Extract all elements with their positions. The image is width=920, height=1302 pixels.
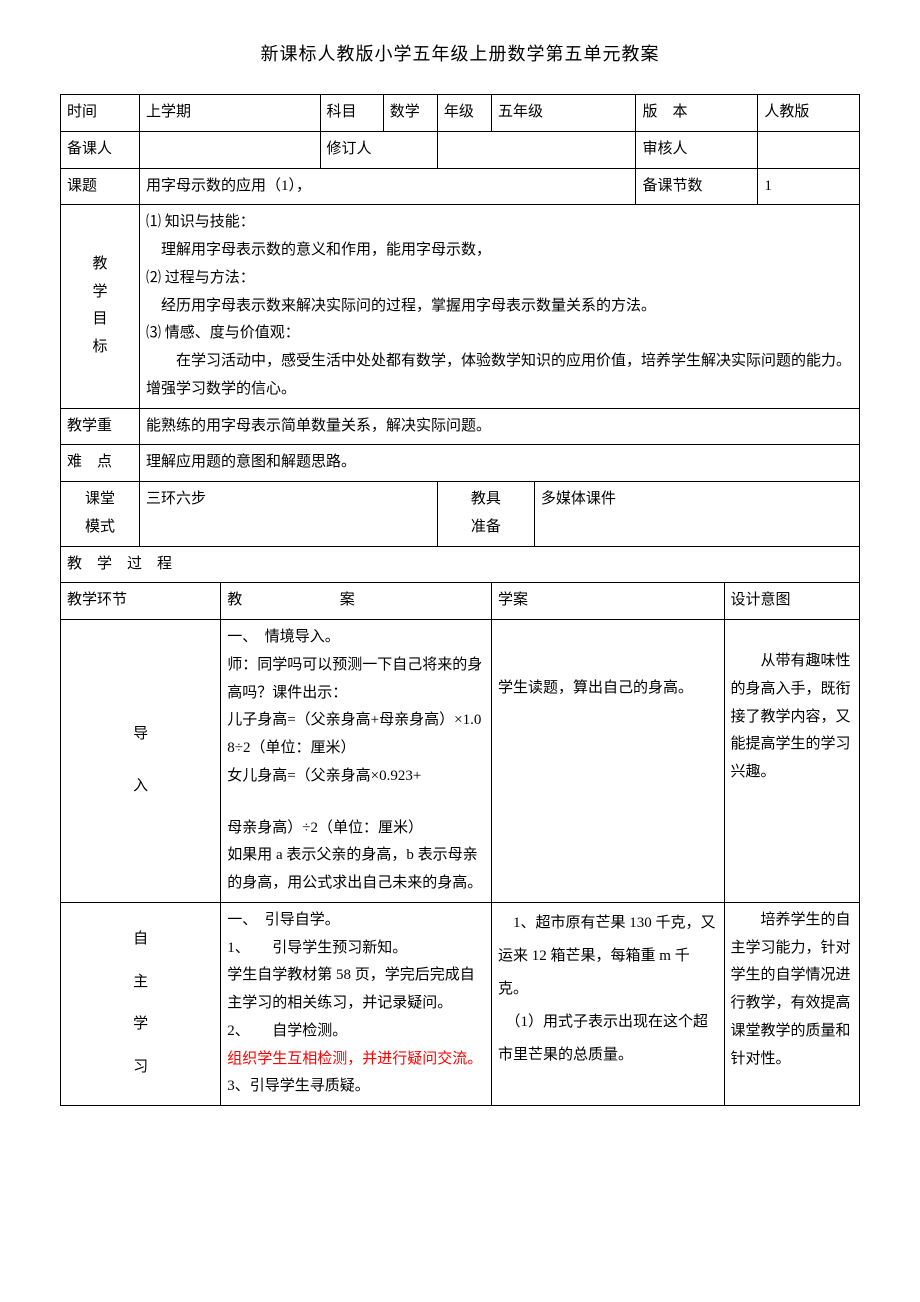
label-edition: 版 本	[636, 95, 758, 132]
intro-jiaoan-p5: 母亲身高）÷2（单位：厘米）	[227, 815, 485, 843]
col-xuean: 学案	[492, 583, 724, 620]
intro-char-2: 入	[67, 773, 214, 801]
self-design: 培养学生的自主学习能力，针对学生的自学情况进行教学，有效提高课堂教学的质量和针对…	[724, 902, 860, 1105]
intro-jiaoan-gap	[227, 791, 485, 815]
self-row: 自 主 学 习 一、 引导自学。 1、 引导学生预习新知。 学生自学教材第 58…	[61, 902, 860, 1105]
col-jiaoan: 教 案	[221, 583, 492, 620]
intro-design: 从带有趣味性的身高入手，既衔接了教学内容，又能提高学生的学习兴趣。	[724, 620, 860, 903]
label-difficulty: 难 点	[61, 445, 140, 482]
process-header: 教 学 过 程	[61, 546, 860, 583]
intro-jiaoan-p6: 如果用 a 表示父亲的身高，b 表示母亲的身高，用公式求出自己未来的身高。	[227, 842, 485, 898]
mode-char-1: 课堂	[67, 486, 133, 514]
goals-char-3: 目	[67, 306, 133, 334]
intro-jiaoan: 一、 情境导入。 师：同学吗可以预测一下自己将来的身高吗？课件出示： 儿子身高=…	[221, 620, 492, 903]
difficulty-content: 理解应用题的意图和解题思路。	[139, 445, 859, 482]
value-grade: 五年级	[492, 95, 636, 132]
value-preparer	[139, 131, 320, 168]
mode-char-2: 模式	[67, 514, 133, 542]
self-design-text: 培养学生的自主学习能力，针对学生的自学情况进行教学，有效提高课堂教学的质量和针对…	[731, 907, 854, 1074]
label-preparer: 备课人	[61, 131, 140, 168]
intro-char-1: 导	[67, 721, 214, 749]
header-row-2: 备课人 修订人 审核人	[61, 131, 860, 168]
intro-row: 导 入 一、 情境导入。 师：同学吗可以预测一下自己将来的身高吗？课件出示： 儿…	[61, 620, 860, 903]
value-subject: 数学	[383, 95, 437, 132]
intro-jiaoan-p2: 师：同学吗可以预测一下自己将来的身高吗？课件出示：	[227, 652, 485, 708]
self-jiaoan-p1: 一、 引导自学。	[227, 907, 485, 935]
self-jiaoan-p2: 1、 引导学生预习新知。	[227, 935, 485, 963]
label-intro: 导 入	[61, 620, 221, 903]
self-xuean-p2: （1）用式子表示出现在这个超市里芒果的总质量。	[498, 1006, 717, 1072]
intro-xuean-text: 学生读题，算出自己的身高。	[498, 675, 717, 703]
intro-xuean-gap	[498, 624, 717, 675]
self-jiaoan-p6: 3、引导学生寻质疑。	[227, 1073, 485, 1101]
goals-p6: 在学习活动中，感受生活中处处都有数学，体验数学知识的应用价值，培养学生解决实际问…	[146, 348, 853, 404]
lesson-plan-table: 时间 上学期 科目 数学 年级 五年级 版 本 人教版 备课人 修订人 审核人 …	[60, 94, 860, 1106]
mode-row: 课堂 模式 三环六步 教具 准备 多媒体课件	[61, 482, 860, 547]
label-time: 时间	[61, 95, 140, 132]
label-subject: 科目	[320, 95, 383, 132]
self-char-3: 学	[67, 1011, 214, 1039]
label-topic: 课题	[61, 168, 140, 205]
value-reviser	[437, 131, 636, 168]
label-mode: 课堂 模式	[61, 482, 140, 547]
goals-p1: ⑴ 知识与技能：	[146, 209, 853, 237]
col-design: 设计意图	[724, 583, 860, 620]
intro-design-text: 从带有趣味性的身高入手，既衔接了教学内容，又能提高学生的学习兴趣。	[731, 648, 854, 787]
label-reviser: 修订人	[320, 131, 437, 168]
goals-p3: ⑵ 过程与方法：	[146, 265, 853, 293]
label-goals: 教 学 目 标	[61, 205, 140, 408]
goals-p2: 理解用字母表示数的意义和作用，能用字母示数，	[146, 237, 853, 265]
self-xuean: 1、超市原有芒果 130 千克，又运来 12 箱芒果，每箱重 m 千克。 （1）…	[492, 902, 724, 1105]
tool-char-2: 准备	[444, 514, 528, 542]
tool-char-1: 教具	[444, 486, 528, 514]
self-char-2: 主	[67, 969, 214, 997]
self-char-4: 习	[67, 1054, 214, 1082]
difficulty-row: 难 点 理解应用题的意图和解题思路。	[61, 445, 860, 482]
intro-spacer	[67, 749, 214, 773]
value-lesson-count: 1	[758, 168, 860, 205]
label-tool: 教具 准备	[437, 482, 534, 547]
header-row-1: 时间 上学期 科目 数学 年级 五年级 版 本 人教版	[61, 95, 860, 132]
goals-char-2: 学	[67, 279, 133, 307]
label-keypoint: 教学重	[61, 408, 140, 445]
self-spacer-3	[67, 1039, 214, 1054]
mode-value: 三环六步	[139, 482, 437, 547]
keypoint-row: 教学重 能熟练的用字母表示简单数量关系，解决实际问题。	[61, 408, 860, 445]
value-approver	[758, 131, 860, 168]
goals-content: ⑴ 知识与技能： 理解用字母表示数的意义和作用，能用字母示数， ⑵ 过程与方法：…	[139, 205, 859, 408]
header-row-3: 课题 用字母示数的应用（1）， 备课节数 1	[61, 168, 860, 205]
self-xuean-p1: 1、超市原有芒果 130 千克，又运来 12 箱芒果，每箱重 m 千克。	[498, 907, 717, 1006]
label-approver: 审核人	[636, 131, 758, 168]
intro-jiaoan-p4: 女儿身高=（父亲身高×0.923+	[227, 763, 485, 791]
page-title: 新课标人教版小学五年级上册数学第五单元教案	[60, 40, 860, 66]
columns-row: 教学环节 教 案 学案 设计意图	[61, 583, 860, 620]
label-grade: 年级	[437, 95, 491, 132]
intro-xuean: 学生读题，算出自己的身高。	[492, 620, 724, 903]
goals-char-4: 标	[67, 334, 133, 362]
label-lesson-count: 备课节数	[636, 168, 758, 205]
goals-p5: ⑶ 情感、度与价值观：	[146, 320, 853, 348]
tool-value: 多媒体课件	[534, 482, 859, 547]
self-jiaoan-p3: 学生自学教材第 58 页，学完后完成自主学习的相关练习，并记录疑问。	[227, 962, 485, 1018]
self-jiaoan-p4: 2、 自学检测。	[227, 1018, 485, 1046]
col-stage: 教学环节	[61, 583, 221, 620]
goals-char-1: 教	[67, 251, 133, 279]
goals-row: 教 学 目 标 ⑴ 知识与技能： 理解用字母表示数的意义和作用，能用字母示数， …	[61, 205, 860, 408]
intro-jiaoan-p3: 儿子身高=（父亲身高+母亲身高）×1.08÷2（单位：厘米）	[227, 707, 485, 763]
self-jiaoan: 一、 引导自学。 1、 引导学生预习新知。 学生自学教材第 58 页，学完后完成…	[221, 902, 492, 1105]
value-time: 上学期	[139, 95, 320, 132]
keypoint-content: 能熟练的用字母表示简单数量关系，解决实际问题。	[139, 408, 859, 445]
self-jiaoan-p5: 组织学生互相检测，并进行疑问交流。	[227, 1046, 485, 1074]
self-spacer-1	[67, 954, 214, 969]
value-edition: 人教版	[758, 95, 860, 132]
intro-jiaoan-p1: 一、 情境导入。	[227, 624, 485, 652]
intro-design-gap	[731, 624, 854, 648]
self-char-1: 自	[67, 926, 214, 954]
value-topic: 用字母示数的应用（1），	[139, 168, 636, 205]
goals-p4: 经历用字母表示数来解决实际问的过程，掌握用字母表示数量关系的方法。	[146, 293, 853, 321]
process-header-row: 教 学 过 程	[61, 546, 860, 583]
self-spacer-2	[67, 996, 214, 1011]
label-self: 自 主 学 习	[61, 902, 221, 1105]
